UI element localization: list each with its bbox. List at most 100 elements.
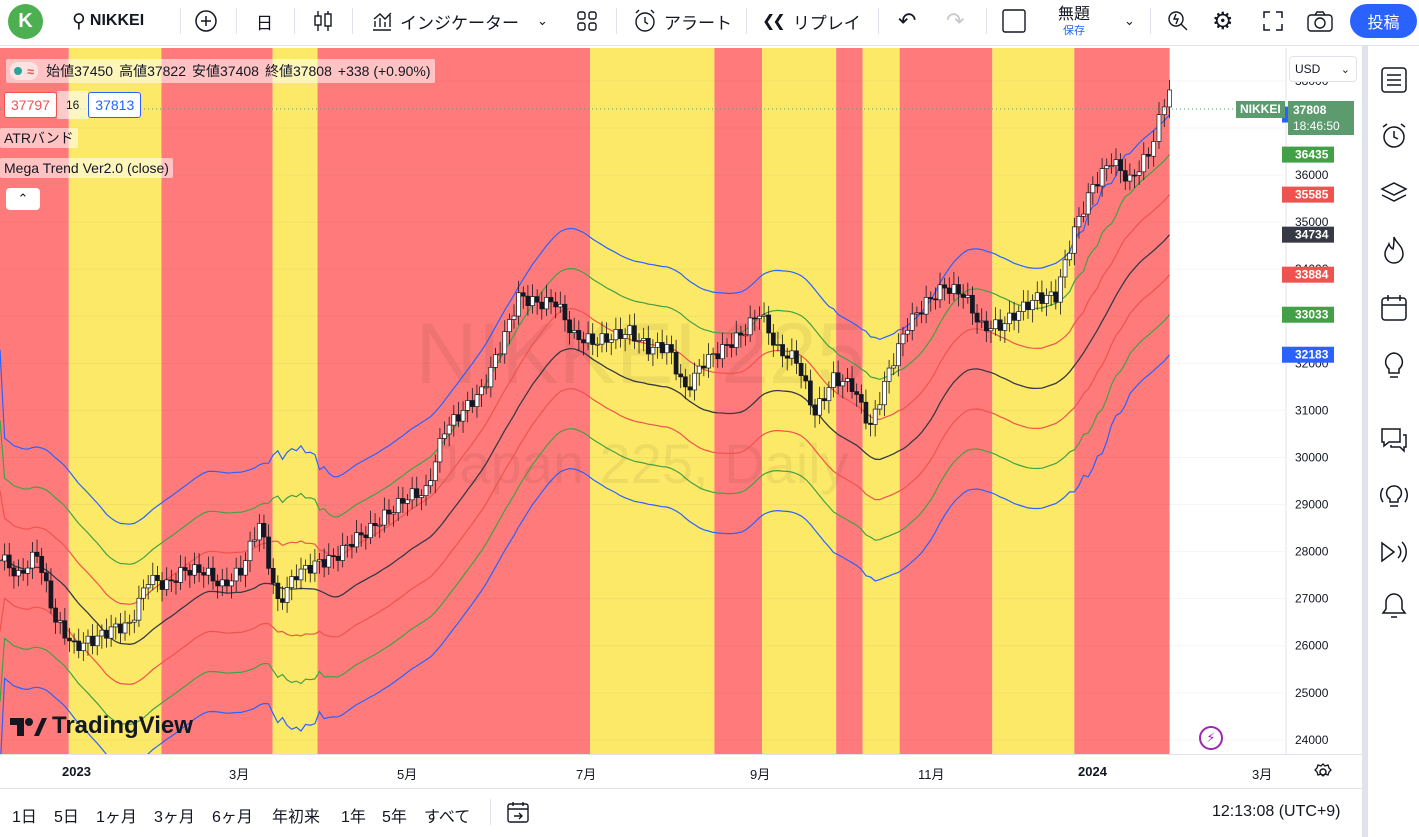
indicator-legend-megatrend[interactable]: Mega Trend Ver2.0 (close) (0, 158, 173, 178)
calendar-arrow-icon (507, 802, 529, 823)
candle-up (951, 284, 957, 294)
indicators-button[interactable]: インジケーター ⌄ (370, 0, 548, 42)
goto-date-button[interactable] (506, 800, 530, 829)
candle-down (780, 344, 785, 357)
candle-up (127, 621, 133, 624)
candle-up (219, 579, 225, 587)
post-button[interactable]: 投稿 (1350, 4, 1417, 38)
quick-search-button[interactable] (1166, 0, 1190, 42)
buy-button[interactable]: 37813 (88, 92, 142, 118)
chart-area[interactable]: NIKKEI 225 Japan 225, Daily 380003700036… (0, 48, 1362, 773)
fullscreen-button[interactable] (1262, 0, 1284, 42)
candle-up (882, 380, 887, 406)
indicators-icon (373, 12, 392, 31)
candle-up (530, 296, 535, 306)
user-avatar[interactable]: K (8, 4, 43, 39)
compare-add-button[interactable] (194, 0, 218, 42)
interval-button[interactable]: 日 (256, 0, 273, 42)
alerts-button[interactable] (1374, 116, 1414, 156)
chart-settings-button[interactable] (1310, 761, 1336, 783)
range-5d-button[interactable]: 5日 (54, 809, 79, 826)
divider (490, 799, 491, 825)
range-1d-button[interactable]: 1日 (12, 809, 37, 826)
candle-up (94, 635, 100, 647)
candle-down (90, 635, 95, 647)
range-1y-button[interactable]: 1年 (341, 809, 366, 826)
watchlist-button[interactable] (1374, 60, 1414, 100)
candle-down (798, 362, 804, 377)
candle-up (900, 333, 906, 345)
calendar-button[interactable] (1374, 288, 1414, 328)
candle-up (696, 365, 702, 374)
candle-up (845, 378, 850, 382)
ideas-button[interactable] (1374, 346, 1414, 386)
clock-timezone[interactable]: 12:13:08 (UTC+9) (1212, 803, 1341, 820)
snapshot-button[interactable] (1306, 0, 1334, 42)
notifications-button[interactable] (1374, 586, 1414, 626)
price-badge-label: 33033 (1295, 308, 1329, 322)
streams-button[interactable] (1374, 476, 1414, 516)
sell-button[interactable]: 37797 (4, 92, 57, 118)
candle-down (548, 297, 554, 303)
price-chart[interactable]: NIKKEI 225 Japan 225, Daily 380003700036… (0, 48, 1362, 773)
candle-down (794, 350, 799, 364)
symbol-search-button[interactable]: ⚲ NIKKEI (72, 0, 144, 42)
range-5y-button[interactable]: 5年 (382, 809, 407, 826)
tradingview-logo[interactable]: TradingView (8, 712, 193, 740)
candle-up (243, 560, 248, 576)
market-status-icon[interactable]: ≈ (10, 62, 39, 80)
candle-up (886, 367, 892, 382)
range-ytd-button[interactable]: 年初来 (272, 809, 321, 826)
time-axis[interactable]: 2023 3月 5月 7月 9月 11月 2024 3月 (0, 754, 1362, 788)
range-3m-button[interactable]: 3ヶ月 (154, 809, 195, 826)
candle-up (757, 315, 762, 319)
candlesticks (2, 79, 1172, 661)
settings-button[interactable]: ⚙ (1212, 0, 1234, 42)
layout-name-button[interactable]: 無題 保存 (1058, 2, 1090, 42)
flame-icon (1384, 236, 1404, 264)
currency-selector[interactable]: USD ⌄ (1289, 56, 1357, 82)
time-label: 7月 (576, 767, 597, 782)
rewind-icon: ❮❮ (762, 13, 786, 30)
candle-up (595, 343, 600, 346)
chart-type-button[interactable] (312, 0, 334, 42)
indicator-legend-atr[interactable]: ATRバンド (0, 128, 78, 148)
candle-up (1099, 168, 1105, 187)
candle-down (1132, 174, 1137, 177)
object-tree-button[interactable] (1374, 174, 1414, 214)
range-1m-button[interactable]: 1ヶ月 (96, 809, 137, 826)
candle-up (557, 303, 563, 308)
fullscreen-toggle-button[interactable] (1002, 0, 1026, 42)
candle-up (81, 642, 86, 651)
layouts-button[interactable] (576, 0, 598, 42)
indicator-atr-label: ATRバンド (0, 128, 78, 148)
candle-up (914, 312, 920, 315)
magnifier-lightning-icon (1168, 11, 1188, 31)
layout-menu-button[interactable]: ⌄ (1124, 0, 1135, 42)
candle-up (488, 367, 494, 388)
candle-up (381, 509, 387, 526)
candle-up (1002, 323, 1008, 331)
candle-up (817, 398, 822, 416)
alert-button[interactable]: アラート (632, 0, 732, 42)
candle-up (229, 580, 234, 587)
candle-up (432, 461, 438, 482)
undo-button[interactable]: ↶ (898, 0, 916, 42)
candle-up (747, 317, 753, 336)
sounds-button[interactable] (1374, 532, 1414, 572)
atr-lower-mid-band (0, 314, 1171, 726)
divider (986, 8, 987, 34)
candle-down (469, 400, 475, 407)
candle-down (854, 391, 860, 395)
replay-button[interactable]: ❮❮ リプレイ (762, 0, 861, 42)
candle-up (877, 404, 883, 410)
chats-button[interactable] (1374, 420, 1414, 460)
range-all-button[interactable]: すべて (424, 809, 471, 826)
range-6m-button[interactable]: 6ヶ月 (212, 809, 253, 826)
hotlists-button[interactable] (1374, 230, 1414, 270)
collapse-legend-button[interactable]: ⌃ (6, 188, 40, 210)
lightning-icon[interactable]: ⚡ (1199, 726, 1223, 750)
currency-label: USD (1295, 62, 1321, 76)
time-label: 5月 (397, 767, 418, 782)
redo-button[interactable]: ↷ (946, 0, 964, 42)
